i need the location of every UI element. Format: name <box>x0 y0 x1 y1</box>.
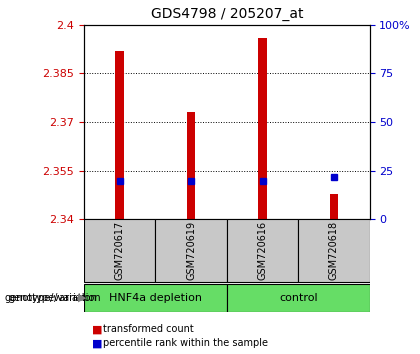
Text: HNF4a depletion: HNF4a depletion <box>109 293 202 303</box>
Text: GSM720618: GSM720618 <box>329 221 339 280</box>
Bar <box>84 219 155 282</box>
Text: GSM720616: GSM720616 <box>257 221 268 280</box>
Bar <box>84 284 227 312</box>
Bar <box>258 38 267 219</box>
Text: ■: ■ <box>92 324 103 334</box>
Text: genotype/variation: genotype/variation <box>8 293 101 303</box>
Bar <box>155 219 227 282</box>
Bar <box>227 219 298 282</box>
Title: GDS4798 / 205207_at: GDS4798 / 205207_at <box>150 7 303 21</box>
Bar <box>116 51 124 219</box>
Text: ▶: ▶ <box>78 293 86 303</box>
Bar <box>227 284 370 312</box>
Text: GSM720619: GSM720619 <box>186 221 196 280</box>
Text: transformed count: transformed count <box>103 324 194 334</box>
Text: percentile rank within the sample: percentile rank within the sample <box>103 338 268 348</box>
Bar <box>298 219 370 282</box>
Text: genotype/variation: genotype/variation <box>4 293 97 303</box>
Text: ■: ■ <box>92 338 103 348</box>
Bar <box>330 194 338 219</box>
Text: GSM720617: GSM720617 <box>115 221 125 280</box>
Text: control: control <box>279 293 318 303</box>
Bar <box>187 112 195 219</box>
